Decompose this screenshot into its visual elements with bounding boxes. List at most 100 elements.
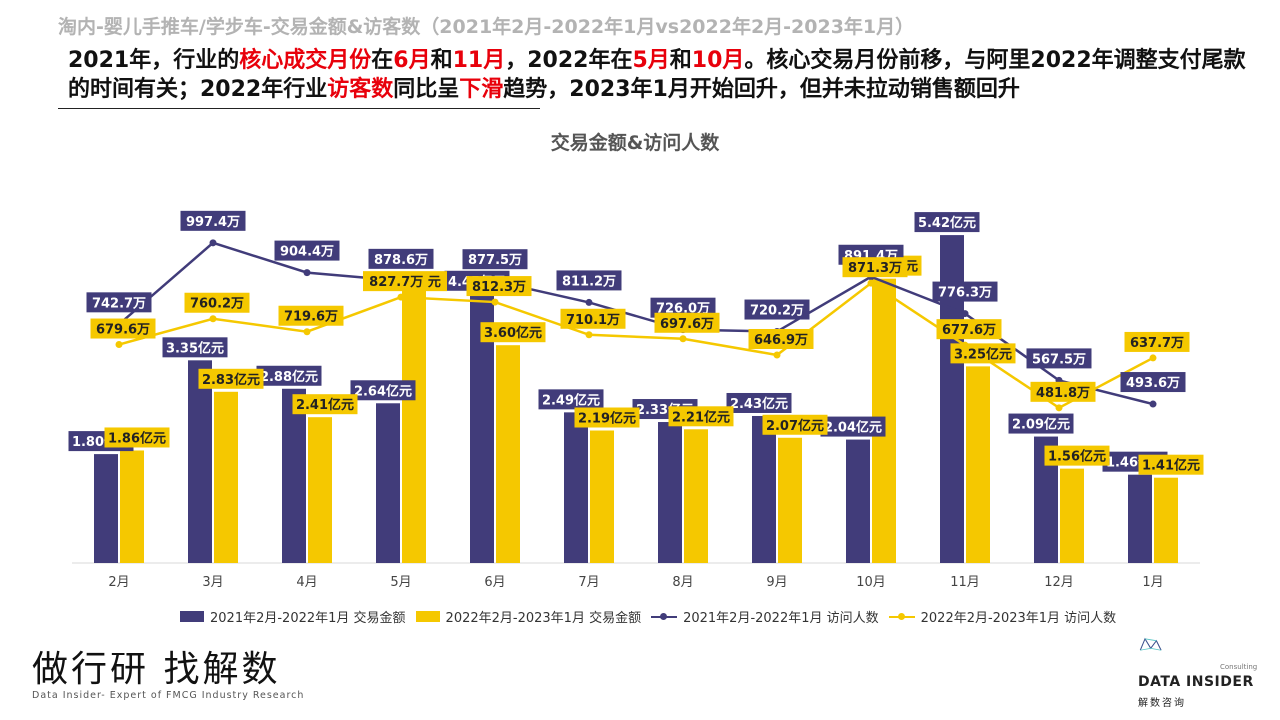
x-tick-label: 6月 [484, 575, 505, 590]
line-label-2022: 827.7万 元 [363, 271, 447, 292]
line-label-2022-bg [560, 308, 626, 329]
line-point-2021 [585, 298, 593, 306]
bar-label-2021: 2.88亿元 [256, 365, 322, 386]
x-tick-label: 5月 [390, 575, 411, 590]
line-label-2021: 776.3万 [932, 281, 998, 302]
legend-label: 2021年2月-2022年1月 访问人数 [683, 611, 879, 626]
bar-label-2021-bg [914, 212, 980, 233]
line-label-2022-text: 871.3万 [848, 261, 902, 276]
line-label-2022: 637.7万 [1124, 331, 1190, 352]
page-header-title: 淘内-婴儿手推车/学步车-交易金额&访客数（2021年2月-2022年1月vs2… [58, 16, 915, 38]
bar-label-2022-text: 1.56亿元 [1048, 449, 1106, 465]
line-label-2021-bg [556, 270, 622, 291]
bar-2021 [376, 403, 400, 563]
line-point-2021 [961, 310, 969, 318]
line-point-2022 [773, 351, 781, 359]
bar-label-2022: 2.83亿元 [198, 368, 264, 389]
bar-label-2022: 2.41亿元 [292, 394, 358, 415]
bar-label-2021-text: 2.64亿元 [354, 383, 412, 399]
bar-2021 [1128, 474, 1152, 563]
footer-slogan-sub: Data Insider- Expert of FMCG Industry Re… [32, 690, 305, 701]
line-label-2021: 877.5万 [462, 249, 528, 270]
line-label-2022-text: 646.9万 [754, 333, 808, 348]
line-label-2022-text: 812.3万 [472, 280, 526, 295]
bar-label-2022: 1.41亿元 [1138, 454, 1204, 475]
line-label-2022-text: 719.6万 [284, 310, 338, 325]
line-label-2021-text: 877.5万 [468, 253, 522, 268]
bar-label-2022-text: 2.19亿元 [578, 411, 636, 427]
line-label-2022-text: 481.8万 [1036, 386, 1090, 401]
line-label-2021-bg [932, 281, 998, 302]
logo-cn: 解数咨询 [1138, 698, 1186, 709]
line-label-2022-bg [748, 328, 814, 349]
line-label-2021: 720.2万 [744, 299, 810, 320]
bar-label-2022-text: 3.60亿元 [484, 325, 542, 341]
bar-label-2022-bg [762, 414, 828, 435]
bar-label-2021-text: 5.42亿元 [918, 215, 976, 231]
bar-label-2021-text: 2.88亿元 [260, 369, 318, 385]
line-label-2022-text: 710.1万 [566, 313, 620, 328]
line-point-2022 [397, 293, 405, 301]
bar-2022 [402, 278, 426, 563]
bar-label-2022-bg [292, 394, 358, 415]
headline-emphasis: 11月 [452, 48, 506, 73]
bar-2022 [778, 437, 802, 563]
bar-label-2022-bg [668, 406, 734, 427]
bar-2021 [94, 454, 118, 563]
bar-label-2021-text: 2.09亿元 [1012, 417, 1070, 433]
headline-segment: 。核心交易月份前移，与阿里2022年调整支付尾款的时间有关；2022年行业 [68, 48, 1246, 102]
bar-label-2022-bg [574, 407, 640, 428]
bar-2021 [282, 388, 306, 563]
bar-label-2021-bg [1008, 413, 1074, 434]
bar-2021 [564, 412, 588, 563]
combo-chart: 1.80亿元3.35亿元2.88亿元2.64亿元4.45亿元2.49亿元2.33… [68, 210, 1204, 590]
bar-label-2021: 2.09亿元 [1008, 413, 1074, 434]
line-label-2022: 677.6万 [936, 319, 1002, 340]
headline-segment: 在 [371, 48, 394, 73]
line-label-2022: 646.9万 [748, 328, 814, 349]
headline-segment: ，2022年在 [505, 48, 633, 73]
line-label-2022-bg [1030, 381, 1096, 402]
bar-label-2022-bg [1138, 454, 1204, 475]
line-label-2022-bg [936, 319, 1002, 340]
bar-label-2021-bg [350, 380, 416, 401]
bar-2022 [120, 450, 144, 563]
line-label-2021: 878.6万 [368, 248, 434, 269]
headline-segment: 和 [430, 48, 453, 73]
bar-label-2022-text: 2.41亿元 [296, 397, 354, 413]
bar-label-2022-bg [480, 322, 546, 343]
line-label-2021-text: 742.7万 [92, 296, 146, 311]
line-label-2022-text: 679.6万 [96, 323, 150, 338]
line-label-2021-bg [274, 240, 340, 261]
headline-segment: 同比呈 [393, 77, 460, 102]
line-point-2022 [303, 328, 311, 336]
bar-label-2021: 2.64亿元 [350, 380, 416, 401]
headline-emphasis: 下滑 [459, 77, 504, 102]
headline-emphasis: 6月 [393, 48, 431, 73]
bar-label-2021-bg [162, 337, 228, 358]
bar-label-2021-bg [726, 392, 792, 413]
bar-label-2022-text: 3.25亿元 [954, 346, 1012, 362]
legend-swatch [180, 611, 204, 622]
bar-label-2022-text: 1.41亿元 [1142, 458, 1200, 474]
line-label-2021-text: 493.6万 [1126, 376, 1180, 391]
bar-2021 [846, 439, 870, 563]
line-label-2022-bg [654, 312, 720, 333]
legend-swatch [651, 611, 678, 622]
line-label-2021: 997.4万 [180, 210, 246, 231]
bar-label-2022: 2.21亿元 [668, 406, 734, 427]
legend-swatch [415, 611, 440, 622]
line-point-2021 [303, 269, 311, 277]
bar-2022 [590, 430, 614, 563]
x-tick-label: 7月 [578, 575, 599, 590]
line-label-2022-text: 760.2万 [190, 297, 244, 312]
line-label-2021: 904.4万 [274, 240, 340, 261]
bar-label-2021: 3.35亿元 [162, 337, 228, 358]
bar-2021 [658, 422, 682, 563]
bar-label-2021: 2.43亿元 [726, 392, 792, 413]
line-point-2022 [585, 331, 593, 339]
line-label-2021-text: 567.5万 [1032, 352, 1086, 367]
line-point-2022 [867, 279, 875, 287]
bar-label-2021: 2.49亿元 [538, 389, 604, 410]
bar-label-2022-bg [104, 427, 170, 448]
